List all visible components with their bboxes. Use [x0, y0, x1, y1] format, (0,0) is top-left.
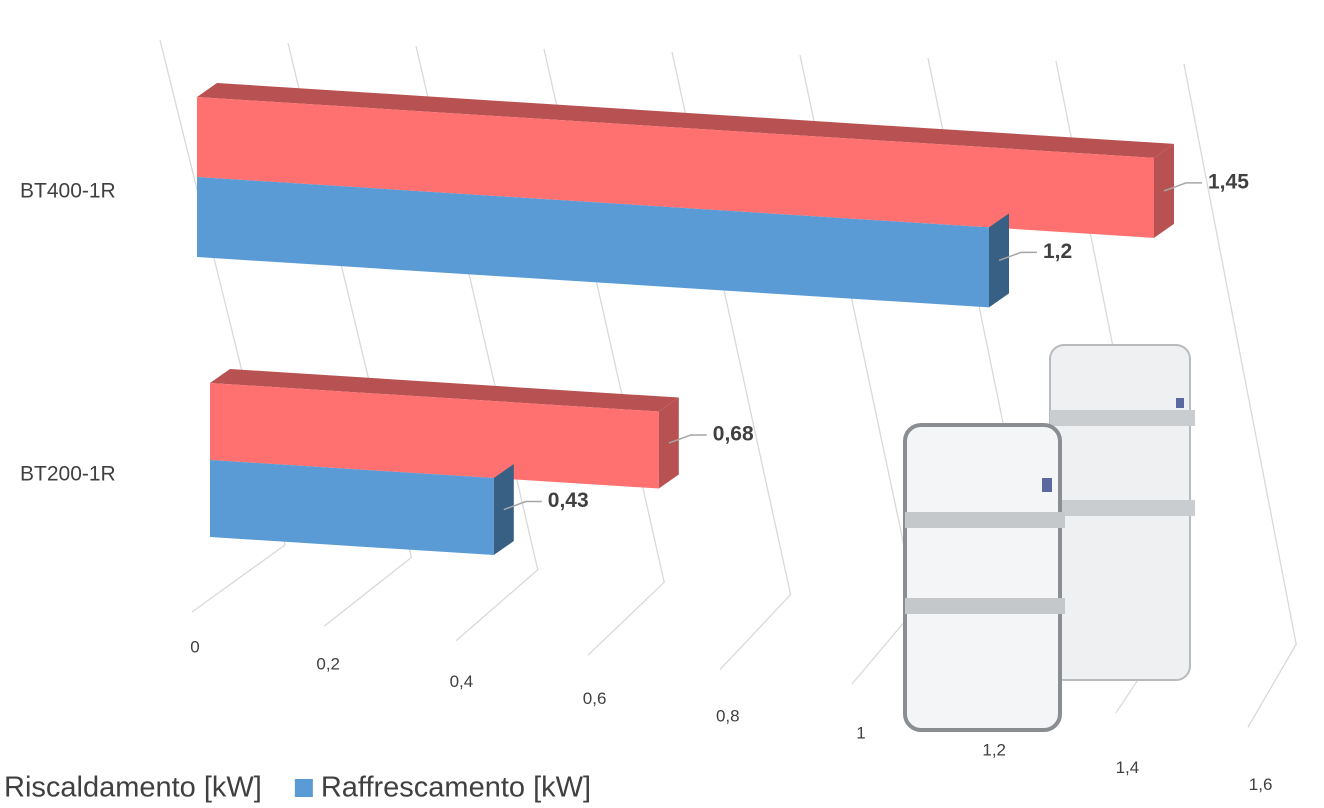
data-label: 0,68	[713, 423, 754, 446]
legend-swatch	[294, 779, 313, 797]
x-tick-label: 1,4	[1116, 758, 1140, 777]
bar	[210, 460, 542, 556]
x-tick-label: 0,4	[450, 672, 474, 691]
x-tick-label: 0	[190, 637, 199, 656]
data-label: 1,45	[1208, 170, 1249, 193]
bars: BT400-1R 1,45 1,2 BT200-1R 0,68 0,43	[20, 83, 1249, 556]
bar	[197, 177, 1037, 308]
data-label: 0,43	[548, 489, 589, 512]
leader-line	[503, 500, 542, 511]
legend-label: Raffrescamento [kW]	[321, 772, 591, 804]
data-label: 1,2	[1043, 240, 1072, 263]
legend: Riscaldamento [kW] Raffrescamento [kW]	[4, 772, 591, 804]
bar	[210, 369, 707, 489]
bar	[197, 83, 1202, 238]
category-label: BT400-1R	[20, 180, 116, 203]
bar-front	[210, 383, 659, 489]
grid-line	[1183, 63, 1297, 728]
leader-line	[668, 434, 707, 444]
leader-line	[998, 251, 1037, 262]
bar-front	[197, 177, 989, 308]
bar-top	[210, 369, 679, 412]
bar-top	[197, 83, 1174, 158]
product-image	[903, 344, 1195, 732]
x-tick-label: 1,6	[1249, 775, 1273, 794]
category-label: BT200-1R	[20, 463, 116, 486]
x-tick-label: 1	[856, 723, 865, 742]
bar-front	[210, 460, 494, 556]
x-tick-label: 1,2	[982, 741, 1006, 760]
x-tick-label: 0,6	[583, 689, 607, 708]
x-tick-label: 0,2	[316, 655, 340, 674]
bar-front	[197, 97, 1154, 238]
legend-label: Riscaldamento [kW]	[4, 772, 262, 804]
x-tick-label: 0,8	[716, 706, 740, 725]
leader-line	[1163, 182, 1202, 192]
